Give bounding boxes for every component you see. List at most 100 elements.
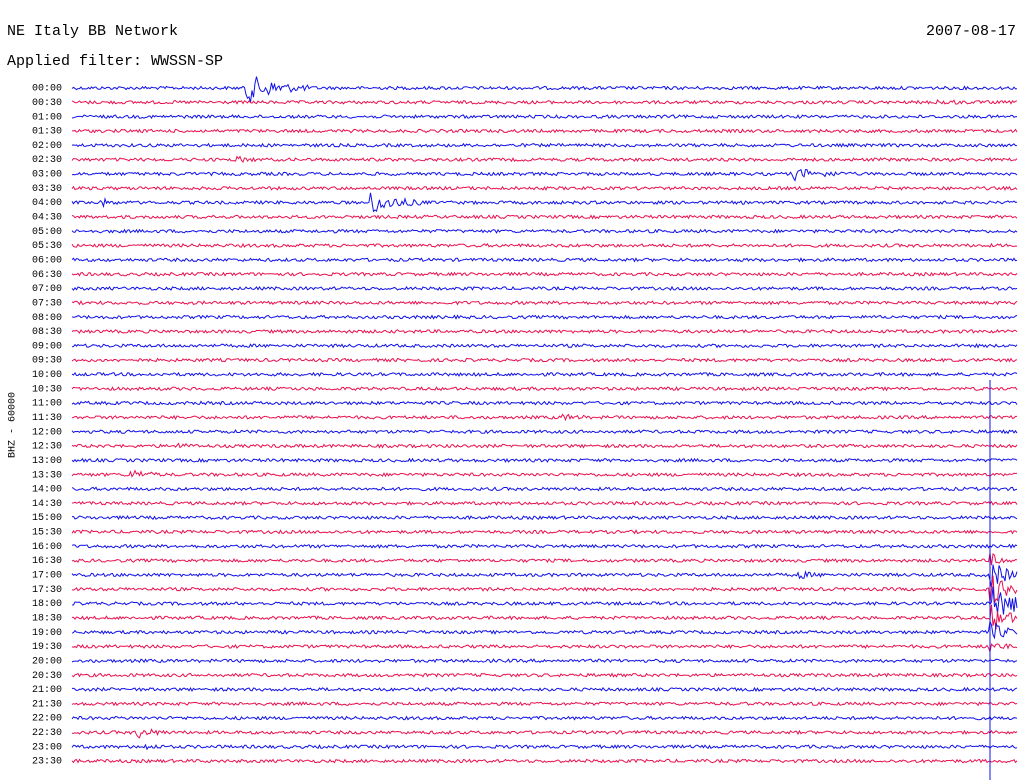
row-time-label: 10:00 xyxy=(32,370,62,381)
seismic-trace xyxy=(71,386,1018,392)
row-time-label: 07:30 xyxy=(32,298,62,309)
row-time-label: 01:30 xyxy=(32,127,62,138)
row-time-label: 09:00 xyxy=(32,341,62,352)
seismic-trace xyxy=(71,469,1018,478)
seismic-trace xyxy=(71,168,1018,182)
seismic-trace xyxy=(71,619,1018,640)
row-time-label: 20:30 xyxy=(32,671,62,682)
row-time-label: 21:00 xyxy=(32,685,62,696)
row-time-label: 10:30 xyxy=(32,384,62,395)
seismic-trace xyxy=(71,442,1018,449)
row-time-label: 00:00 xyxy=(32,84,62,95)
row-time-label: 01:00 xyxy=(32,112,62,123)
row-time-label: 06:30 xyxy=(32,270,62,281)
row-time-label: 07:00 xyxy=(32,284,62,295)
seismic-trace xyxy=(71,114,1018,120)
row-time-label: 19:00 xyxy=(32,628,62,639)
seismic-trace xyxy=(71,658,1018,664)
seismic-trace xyxy=(71,371,1018,378)
seismic-trace xyxy=(71,285,1018,291)
row-time-label: 17:30 xyxy=(32,585,62,596)
row-time-label: 15:00 xyxy=(32,513,62,524)
seismic-trace xyxy=(71,128,1018,134)
channel-label: BHZ - 60000 xyxy=(8,392,19,458)
row-time-label: 14:30 xyxy=(32,499,62,510)
row-time-label: 16:30 xyxy=(32,556,62,567)
row-time-label: 20:00 xyxy=(32,656,62,667)
seismic-trace xyxy=(71,228,1018,234)
row-time-label: 15:30 xyxy=(32,528,62,539)
seismic-trace xyxy=(71,701,1018,707)
seismic-trace xyxy=(71,155,1018,163)
row-time-label: 04:00 xyxy=(32,198,62,209)
row-time-label: 05:00 xyxy=(32,227,62,238)
seismic-trace xyxy=(71,142,1017,148)
filter-label: Applied filter: WWSSN-SP xyxy=(7,53,223,70)
seismic-trace xyxy=(71,343,1018,349)
row-time-label: 02:00 xyxy=(32,141,62,152)
date: 2007-08-17 xyxy=(926,23,1016,40)
traces xyxy=(71,76,1018,780)
seismic-trace xyxy=(71,214,1018,220)
row-time-label: 12:00 xyxy=(32,427,62,438)
seismic-trace xyxy=(71,672,1018,678)
row-time-label: 08:00 xyxy=(32,313,62,324)
row-time-label: 00:30 xyxy=(32,98,62,109)
row-time-label: 13:30 xyxy=(32,470,62,481)
row-time-label: 03:30 xyxy=(32,184,62,195)
seismic-trace xyxy=(71,99,1018,105)
row-time-label: 23:00 xyxy=(32,742,62,753)
seismic-trace xyxy=(71,552,1018,566)
row-time-label: 02:30 xyxy=(32,155,62,166)
seismic-trace xyxy=(71,242,1018,249)
row-time-label: 22:00 xyxy=(32,714,62,725)
row-time-label: 16:00 xyxy=(32,542,62,553)
row-time-label: 13:00 xyxy=(32,456,62,467)
seismic-trace xyxy=(71,500,1018,506)
seismic-trace xyxy=(71,575,1018,603)
seismic-trace xyxy=(71,457,1018,463)
seismic-trace xyxy=(71,543,1018,549)
seismic-trace xyxy=(71,328,1018,334)
seismic-trace xyxy=(71,564,1018,588)
seismic-trace xyxy=(71,514,1018,521)
row-time-label: 12:30 xyxy=(32,442,62,453)
row-time-label: 06:00 xyxy=(32,255,62,266)
seismic-trace xyxy=(71,300,1018,306)
network-title: NE Italy BB Network xyxy=(7,23,178,40)
seismic-trace xyxy=(71,643,1018,654)
row-time-label: 11:00 xyxy=(32,399,62,410)
seismic-trace xyxy=(71,758,1018,764)
seismic-trace xyxy=(71,529,1018,535)
seismic-trace xyxy=(71,429,1018,435)
row-time-label: 21:30 xyxy=(32,699,62,710)
seismic-trace xyxy=(71,76,1018,103)
seismic-trace xyxy=(71,400,1018,406)
row-time-label: 14:00 xyxy=(32,485,62,496)
seismic-trace xyxy=(71,413,1017,422)
row-time-label: 18:30 xyxy=(32,613,62,624)
seismic-trace xyxy=(71,715,1018,721)
seismic-trace xyxy=(71,486,1018,492)
seismic-trace xyxy=(71,192,1018,213)
seismic-trace xyxy=(71,357,1018,363)
seismic-trace xyxy=(71,728,1018,739)
row-time-label: 18:00 xyxy=(32,599,62,610)
row-time-label: 05:30 xyxy=(32,241,62,252)
seismic-trace xyxy=(71,271,1018,277)
row-time-label: 19:30 xyxy=(32,642,62,653)
row-time-label: 08:30 xyxy=(32,327,62,338)
row-time-label: 23:30 xyxy=(32,757,62,768)
row-time-label: 04:30 xyxy=(32,213,62,224)
seismic-trace xyxy=(71,686,1018,693)
row-time-label: 22:30 xyxy=(32,728,62,739)
seismic-trace xyxy=(71,586,1018,615)
row-time-label: 03:00 xyxy=(32,170,62,181)
seismic-trace xyxy=(71,604,1018,630)
row-time-label: 11:30 xyxy=(32,413,62,424)
seismic-trace xyxy=(71,185,1018,191)
seismic-trace xyxy=(71,314,1018,320)
seismic-trace xyxy=(71,743,1018,751)
row-time-label: 17:00 xyxy=(32,571,62,582)
